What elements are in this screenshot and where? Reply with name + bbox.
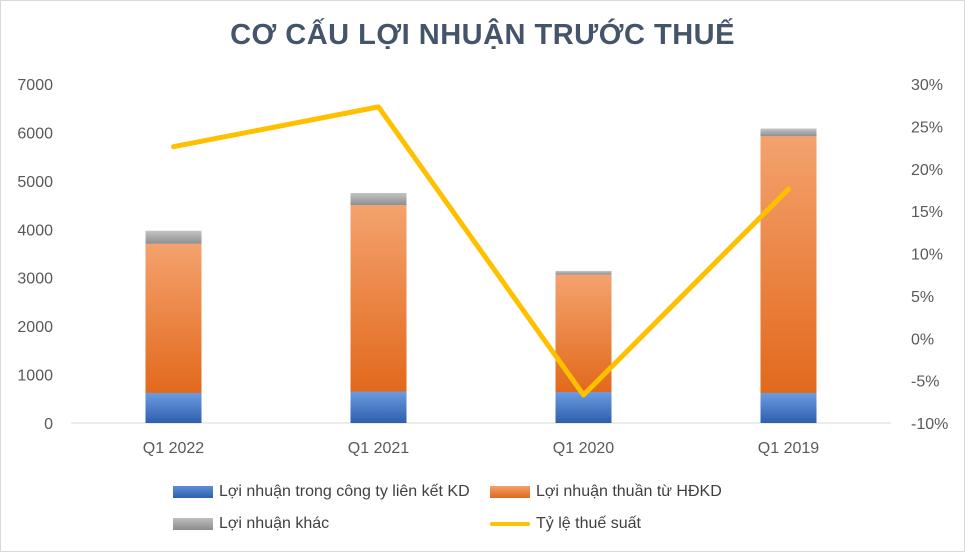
y2-tick-label: 25% <box>911 119 943 136</box>
legend-swatch-orange <box>490 486 530 498</box>
legend-label-thue-suat: Tỷ lệ thuế suất <box>536 515 641 532</box>
x-tick-label: Q1 2019 <box>758 440 819 457</box>
chart-plot-area: 0 1000 2000 3000 4000 5000 6000 7000 -10% -5% 0% 5%… <box>17 77 948 457</box>
legend-item-lien-ket: Lợi nhuận trong công ty liên kết KD <box>173 483 470 501</box>
bar-segment <box>145 243 202 393</box>
y-tick-label: 4000 <box>17 222 53 239</box>
y2-tick-label: 0% <box>911 331 934 348</box>
y2-tick-label: 20% <box>911 162 943 179</box>
legend-swatch-blue <box>173 486 213 498</box>
y-tick-label: 5000 <box>17 174 53 191</box>
x-tick-label: Q1 2021 <box>348 440 409 457</box>
y2-tick-label: 15% <box>911 204 943 221</box>
legend-item-thue-suat: Tỷ lệ thuế suất <box>490 515 641 533</box>
bar-segment <box>145 230 202 244</box>
x-tick-label: Q1 2022 <box>143 440 204 457</box>
y2-tick-label: 10% <box>911 247 943 264</box>
y2-tick-label: 5% <box>911 289 934 306</box>
bar-segment <box>760 392 817 423</box>
x-tick-label: Q1 2020 <box>553 440 614 457</box>
y-tick-label: 0 <box>44 416 53 433</box>
legend-label-khac: Lợi nhuận khác <box>219 515 330 532</box>
y-tick-label: 6000 <box>17 125 53 142</box>
bar-segment <box>350 205 407 392</box>
legend-label-lien-ket: Lợi nhuận trong công ty liên kết KD <box>219 483 470 500</box>
legend-item-khac: Lợi nhuận khác <box>173 515 329 533</box>
bar-segment <box>555 270 612 275</box>
legend-swatch-gray <box>173 518 213 530</box>
bar-segment <box>350 391 407 423</box>
legend-item-hdkd: Lợi nhuận thuần từ HĐKD <box>490 483 722 501</box>
chart-title: CƠ CẤU LỢI NHUẬN TRƯỚC THUẾ <box>230 19 735 51</box>
y-tick-label: 3000 <box>17 271 53 288</box>
y2-tick-label: 30% <box>911 77 943 94</box>
y-tick-label: 1000 <box>17 368 53 385</box>
y-tick-label: 2000 <box>17 319 53 336</box>
chart-legend: Lợi nhuận trong công ty liên kết KD Lợi … <box>1 475 964 545</box>
bar-segment <box>350 192 407 206</box>
tax-rate-line <box>171 104 791 398</box>
y2-tick-label: -5% <box>911 374 939 391</box>
y-tick-label: 7000 <box>17 77 53 94</box>
bar-segment <box>760 136 817 393</box>
legend-swatch-line <box>490 522 530 526</box>
bar-segment <box>145 392 202 423</box>
bar-segment <box>760 128 817 137</box>
y2-tick-label: -10% <box>911 416 948 433</box>
legend-label-hdkd: Lợi nhuận thuần từ HĐKD <box>536 483 722 500</box>
